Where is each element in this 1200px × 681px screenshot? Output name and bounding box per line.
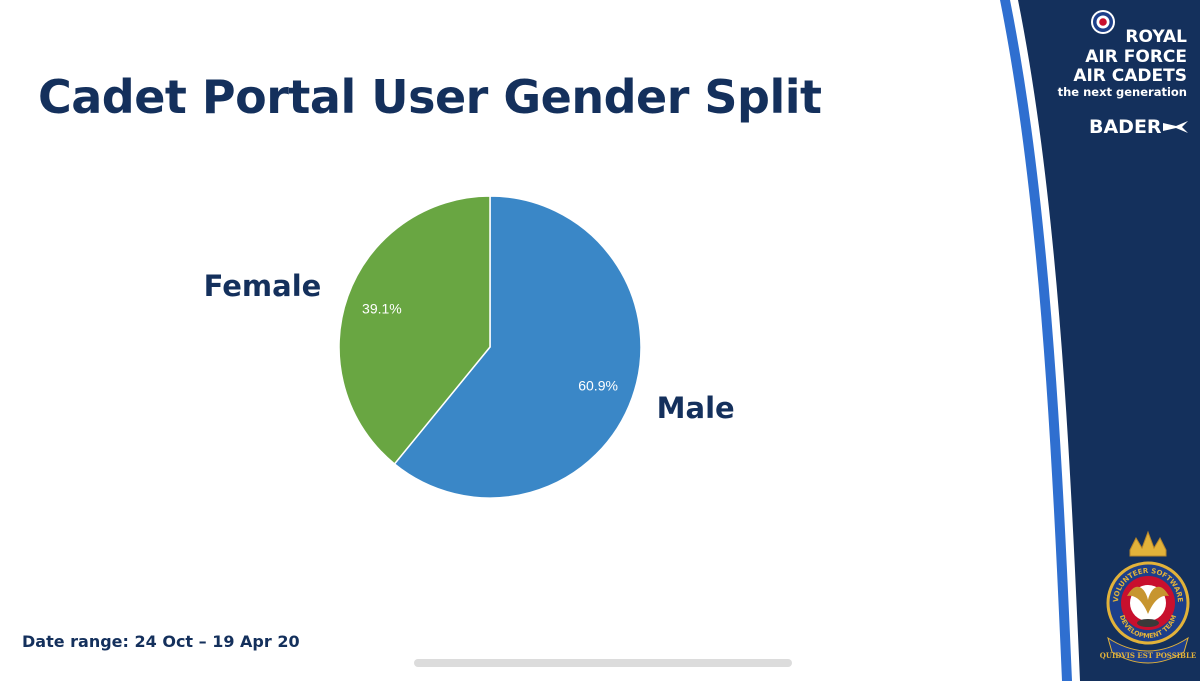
pct-label-female: 39.1% <box>362 300 402 316</box>
brand-air-force: AIR FORCE <box>1085 47 1187 67</box>
slide-title: Cadet Portal User Gender Split <box>38 70 822 124</box>
brand-tagline: the next generation <box>1058 85 1187 99</box>
scroll-indicator[interactable] <box>414 659 792 667</box>
bader-logo-text: BADER <box>1089 116 1162 138</box>
crest-icon: VOLUNTEER SOFTWARE DEVELOPMENT TEAM QUID… <box>1100 530 1196 664</box>
brand-royal: ROYAL <box>1125 27 1187 47</box>
pct-label-male: 60.9% <box>578 378 618 394</box>
pie-chart: 60.9% Male 39.1% Female <box>204 195 735 499</box>
pie-slice-female <box>338 195 491 466</box>
date-range-text: Date range: 24 Oct – 19 Apr 20 <box>22 632 300 651</box>
banner-navy-panel <box>1018 0 1200 681</box>
pie-slice-male <box>393 195 642 499</box>
category-label-male: Male <box>657 391 735 425</box>
roundel-icon <box>1091 10 1115 34</box>
category-label-female: Female <box>204 269 322 303</box>
crest-motto-text: QUIDVIS EST POSSIBLE <box>1100 651 1196 660</box>
aircraft-icon <box>1163 121 1188 133</box>
brand-air-cadets: AIR CADETS <box>1073 66 1187 86</box>
